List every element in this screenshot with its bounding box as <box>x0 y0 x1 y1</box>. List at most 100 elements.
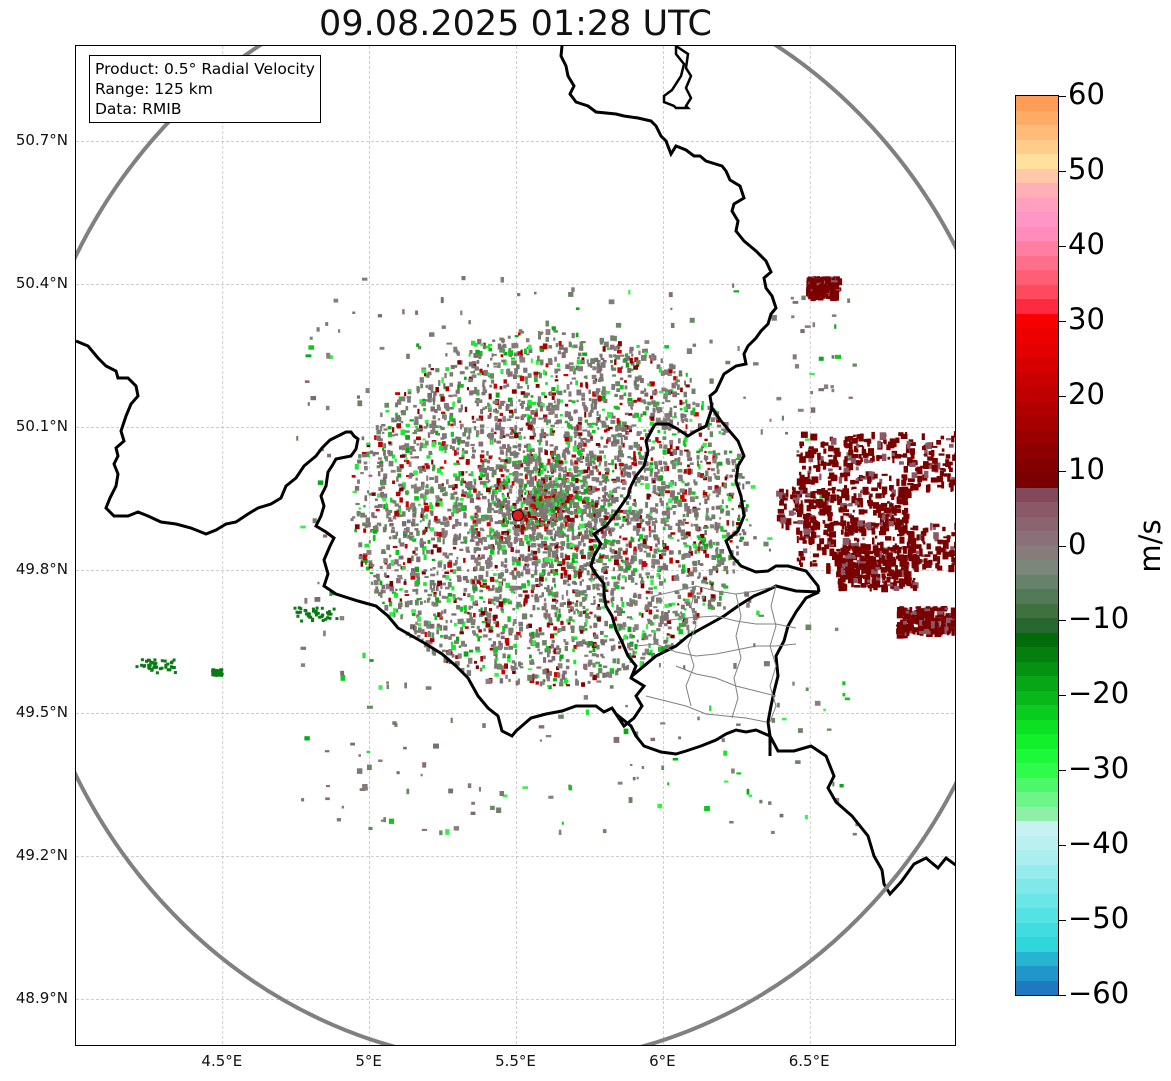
colorbar-tick <box>1059 96 1066 97</box>
colorbar-segment <box>1016 646 1058 662</box>
colorbar-tick <box>1059 695 1066 697</box>
colorbar-segment <box>1016 225 1058 241</box>
colorbar-segment <box>1016 718 1058 734</box>
map-title: 09.08.2025 01:28 UTC <box>319 4 712 44</box>
lon-tick-label: 6.5°E <box>788 1052 830 1070</box>
colorbar-tick <box>1059 620 1066 622</box>
colorbar-segment <box>1016 399 1058 415</box>
colorbar-segment <box>1016 878 1058 894</box>
radar-map[interactable] <box>75 45 956 1046</box>
colorbar-segment <box>1016 283 1058 299</box>
velocity-colorbar <box>1015 95 1059 996</box>
colorbar-segment <box>1016 544 1058 560</box>
colorbar-segment <box>1016 863 1058 879</box>
lon-tick-label: 5.5°E <box>495 1052 536 1070</box>
colorbar-segment <box>1016 530 1058 546</box>
colorbar-segment <box>1016 341 1058 357</box>
colorbar-tick-label: −30 <box>1068 751 1130 786</box>
colorbar-segment <box>1016 689 1058 705</box>
colorbar-segment <box>1016 631 1058 647</box>
colorbar-segment <box>1016 907 1058 923</box>
colorbar-segment <box>1016 733 1058 749</box>
colorbar-tick-label: −50 <box>1068 901 1130 936</box>
colorbar-segment <box>1016 414 1058 430</box>
radar-echo-layer <box>135 276 955 836</box>
border-belgium-east-arm <box>314 46 778 738</box>
colorbar-segment <box>1016 196 1058 212</box>
colorbar-segment <box>1016 457 1058 473</box>
colorbar-tick-label: 20 <box>1068 376 1105 411</box>
border-west <box>76 339 339 536</box>
colorbar-segment <box>1016 776 1058 792</box>
colorbar-segment <box>1016 138 1058 154</box>
border-germany-east <box>710 407 821 593</box>
lat-tick-label: 50.7°N <box>15 131 68 150</box>
lat-tick-label: 49.2°N <box>15 846 68 865</box>
product-label: Product: 0.5° Radial Velocity <box>95 60 315 78</box>
colorbar-segment <box>1016 109 1058 125</box>
colorbar-segment <box>1016 675 1058 691</box>
colorbar-segment <box>1016 588 1058 604</box>
colorbar-tick-label: 50 <box>1068 151 1105 186</box>
colorbar-tick <box>1059 470 1066 472</box>
colorbar-segment <box>1016 356 1058 372</box>
colorbar-tick <box>1059 545 1066 547</box>
lon-tick-label: 4.5°E <box>201 1052 243 1070</box>
graticule-grid <box>76 46 955 1045</box>
colorbar-segment <box>1016 602 1058 618</box>
colorbar-segment <box>1016 312 1058 328</box>
colorbar-tick-label: −60 <box>1068 976 1130 1010</box>
colorbar-tick-label: −10 <box>1068 601 1130 636</box>
border-luxembourg-loop <box>662 46 693 110</box>
colorbar-segment <box>1016 950 1058 966</box>
colorbar-segment <box>1016 921 1058 937</box>
colorbar-segment <box>1016 182 1058 198</box>
colorbar-segment <box>1016 269 1058 285</box>
colorbar-segment <box>1016 892 1058 908</box>
data-source-label: Data: RMIB <box>95 100 182 118</box>
colorbar-segment <box>1016 298 1058 314</box>
colorbar-segment <box>1016 153 1058 169</box>
colorbar-tick-label: 60 <box>1068 77 1105 111</box>
colorbar-segment <box>1016 428 1058 444</box>
colorbar-tick-label: 10 <box>1068 451 1105 486</box>
colorbar-segment <box>1016 240 1058 256</box>
colorbar-segment <box>1016 617 1058 633</box>
colorbar-tick <box>1059 395 1066 397</box>
colorbar-tick <box>1059 770 1066 772</box>
colorbar-tick <box>1059 320 1066 322</box>
colorbar-segment <box>1016 370 1058 386</box>
colorbar-segment <box>1016 660 1058 676</box>
border-saar <box>631 584 820 678</box>
admin-borders <box>635 585 797 723</box>
colorbar-segment <box>1016 501 1058 517</box>
colorbar-segment <box>1016 820 1058 836</box>
colorbar-segment <box>1016 472 1058 488</box>
radar-site-marker <box>511 509 524 522</box>
range-ring <box>76 46 955 1045</box>
range-label: Range: 125 km <box>95 80 213 98</box>
colorbar-segment <box>1016 965 1058 981</box>
colorbar-segment <box>1016 124 1058 140</box>
colorbar-segment <box>1016 849 1058 865</box>
lat-tick-label: 49.5°N <box>15 703 68 722</box>
colorbar-tick-label: 40 <box>1068 226 1105 261</box>
lat-tick-label: 49.8°N <box>15 560 68 579</box>
colorbar-segment <box>1016 211 1058 227</box>
radar-site-layer <box>511 509 524 522</box>
range-ring-layer <box>76 46 955 1045</box>
lon-tick-label: 5°E <box>355 1052 382 1070</box>
colorbar-segment <box>1016 834 1058 850</box>
lat-tick-label: 48.9°N <box>15 989 68 1008</box>
colorbar-segment <box>1016 762 1058 778</box>
colorbar-segment <box>1016 805 1058 821</box>
country-borders <box>76 46 955 897</box>
colorbar-segment <box>1016 791 1058 807</box>
colorbar-tick <box>1059 845 1066 847</box>
radar-map-canvas <box>76 46 955 1045</box>
colorbar-segment <box>1016 936 1058 952</box>
colorbar-segment <box>1016 167 1058 183</box>
product-info-box: Product: 0.5° Radial Velocity Range: 125… <box>89 55 321 123</box>
border-mosel <box>615 712 771 756</box>
colorbar-segment <box>1016 385 1058 401</box>
